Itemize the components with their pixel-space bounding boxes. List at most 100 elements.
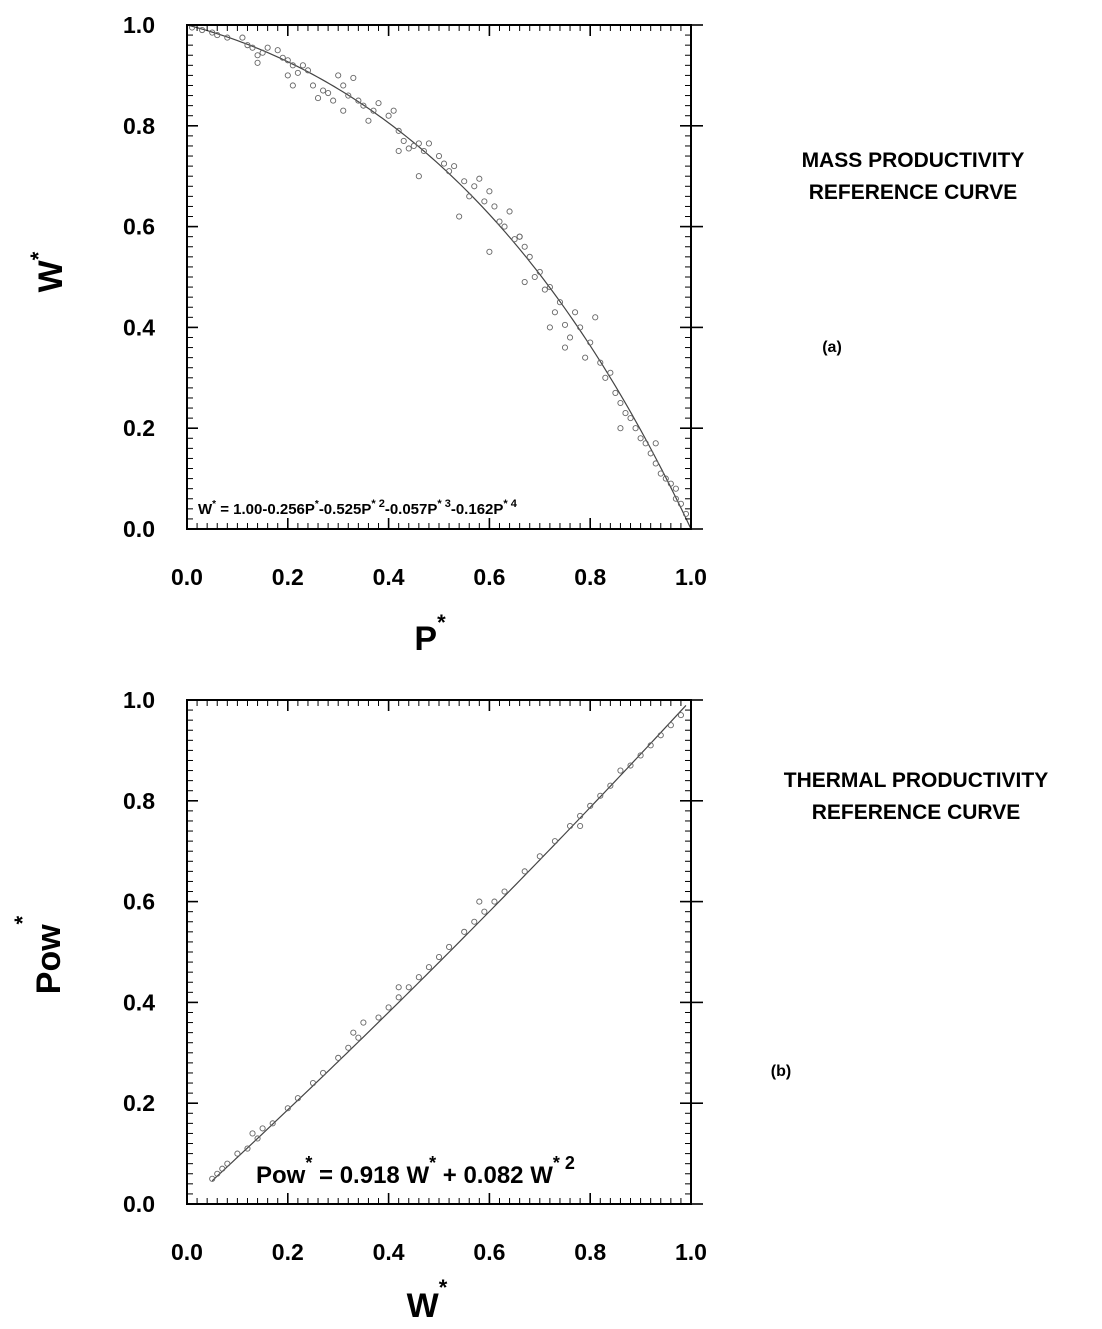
panel-a-ytick-label: 1.0 xyxy=(123,12,155,38)
panel-a-data-point xyxy=(365,117,372,124)
panel-b-data-point xyxy=(294,1095,301,1102)
panel-b-plot-area xyxy=(209,705,687,1182)
panel-a-fit-curve xyxy=(186,24,692,530)
panel-b-side-title-line1: THERMAL PRODUCTIVITY xyxy=(784,769,1048,792)
panel-a-data-point xyxy=(289,62,296,69)
panel-b-data-point xyxy=(577,812,584,819)
panel-b-chart: 0.0 0.2 0.4 0.6 0.8 1.0 0.0 0.2 0.4 0.6 0.8 1.0 Pow… xyxy=(10,687,1048,1325)
panel-b-data-point xyxy=(284,1105,291,1112)
panel-a-ticks: 0.0 0.2 0.4 0.6 0.8 1.0 0.0 0.2 0.4 0.6 0.8 1.0 xyxy=(123,12,707,590)
panel-a-axes-frame xyxy=(186,24,692,530)
panel-b-data-point xyxy=(566,822,574,830)
panel-a-data-point xyxy=(466,193,473,200)
panel-b-ytick-label: 1.0 xyxy=(123,687,155,713)
panel-a-data-point xyxy=(491,203,498,210)
panel-b-data-point xyxy=(395,994,402,1001)
panel-a-data-point xyxy=(385,112,392,119)
panel-a-ytick-label: 0.8 xyxy=(123,113,155,139)
panel-a-data-point xyxy=(405,145,412,152)
panel-b-data-point xyxy=(491,898,498,905)
panel-a-data-point xyxy=(486,248,493,255)
panel-a-data-point xyxy=(622,410,629,417)
panel-a-data-point xyxy=(652,460,659,467)
panel-a-data-point xyxy=(551,309,558,316)
panel-a-plot-area xyxy=(186,24,692,530)
panel-a-data-point xyxy=(572,309,579,316)
panel-b-data-point xyxy=(355,1034,362,1041)
panel-b-data-point xyxy=(637,752,644,759)
panel-a-data-point xyxy=(672,485,679,492)
panel-a-data-point xyxy=(254,52,261,59)
panel-a-data-point xyxy=(390,107,397,114)
panel-a-data-point xyxy=(682,510,690,517)
panel-a-data-point xyxy=(224,34,231,41)
panel-b-data-point xyxy=(234,1150,241,1157)
panel-a-data-point xyxy=(582,354,589,361)
panel-a-data-point xyxy=(496,218,503,225)
panel-a-data-point xyxy=(461,178,468,185)
panel-b-data-point xyxy=(335,1054,342,1061)
panel-a-xtick-label: 0.4 xyxy=(373,564,405,590)
panel-b-data-point xyxy=(425,964,432,971)
panel-a-data-point xyxy=(546,284,553,291)
panel-a-data-point xyxy=(627,415,634,422)
panel-b-data-point xyxy=(320,1069,327,1077)
panel-b-data-point xyxy=(627,762,634,769)
panel-a-data-point xyxy=(304,67,312,74)
panel-b-data-point xyxy=(219,1165,226,1172)
panel-a-data-point xyxy=(652,440,659,447)
panel-a-ytick-label: 0.6 xyxy=(123,214,155,240)
panel-b-ticks: 0.0 0.2 0.4 0.6 0.8 1.0 0.0 0.2 0.4 0.6 0.8 1.0 xyxy=(123,687,707,1265)
panel-a-data-point xyxy=(299,62,306,69)
panel-a-data-point xyxy=(340,107,347,114)
panel-a-tag: (a) xyxy=(822,339,842,356)
panel-b-data-point xyxy=(677,712,684,719)
panel-a-ytick-label: 0.4 xyxy=(123,314,155,340)
panel-a-xtick-label: 0.2 xyxy=(272,564,304,590)
panel-a-data-point xyxy=(667,480,674,487)
panel-b-data-point xyxy=(375,1014,382,1021)
panel-b-data-point xyxy=(597,792,604,799)
panel-b-data-point xyxy=(435,953,443,961)
panel-a-xtick-label: 0.0 xyxy=(171,564,203,590)
panel-b-xtick-label: 0.2 xyxy=(272,1239,304,1265)
panel-a-data-point xyxy=(637,435,644,442)
panel-b-data-point xyxy=(501,888,508,895)
panel-a-data-point xyxy=(400,137,407,144)
panel-a-data-point xyxy=(677,500,684,507)
panel-b-fit-curve xyxy=(211,705,687,1182)
panel-b-data-point xyxy=(249,1130,256,1137)
panel-a-data-point xyxy=(209,29,216,36)
panel-a-data-point xyxy=(410,142,417,150)
panel-a-data-point xyxy=(309,82,317,89)
panel-b-ytick-label: 0.2 xyxy=(123,1090,155,1116)
panel-a-data-point xyxy=(435,152,443,160)
panel-a-xtick-label: 1.0 xyxy=(675,564,707,590)
panel-a-data-point xyxy=(521,243,528,250)
panel-a-data-point xyxy=(289,82,296,89)
panel-a-data-point xyxy=(556,299,564,306)
panel-b-data-point xyxy=(471,918,478,925)
panel-a-data-point xyxy=(587,339,594,346)
panel-a-side-title-line1: MASS PRODUCTIVITY xyxy=(802,149,1025,172)
panel-b-data-point xyxy=(259,1125,266,1132)
panel-b-data-point xyxy=(647,742,654,749)
panel-a-data-point xyxy=(617,399,624,407)
panel-a-data-point xyxy=(345,92,352,99)
panel-b-data-point xyxy=(461,928,468,935)
panel-a-data-point xyxy=(561,321,569,328)
panel-a-data-point xyxy=(375,100,382,107)
panel-b-xlabel: W* xyxy=(407,1275,448,1325)
panel-a-data-point xyxy=(279,54,286,61)
panel-a-data-point xyxy=(612,389,619,396)
panel-a-data-point xyxy=(420,147,427,155)
panel-b-data-point xyxy=(446,943,453,951)
panel-a-data-point xyxy=(370,107,377,114)
panel-b-data-point xyxy=(415,974,422,981)
panel-a-data-point xyxy=(314,95,322,102)
panel-b-equation: Pow* = 0.918 W* + 0.082 W* 2 xyxy=(256,1153,575,1189)
panel-a-data-point xyxy=(541,286,548,293)
panel-b-data-point xyxy=(607,782,614,789)
panel-a-data-point xyxy=(592,314,599,321)
panel-a-data-point xyxy=(471,183,478,190)
